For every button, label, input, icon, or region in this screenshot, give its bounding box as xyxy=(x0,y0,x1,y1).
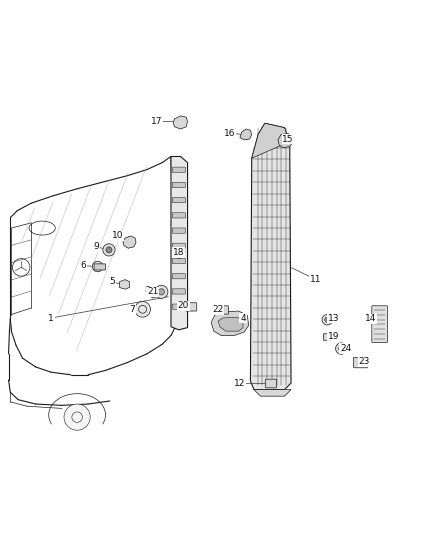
Polygon shape xyxy=(174,248,185,259)
FancyBboxPatch shape xyxy=(172,198,185,203)
Polygon shape xyxy=(251,123,291,390)
Text: 6: 6 xyxy=(81,261,87,270)
Text: 1: 1 xyxy=(48,313,54,322)
Text: 7: 7 xyxy=(130,305,135,314)
Polygon shape xyxy=(171,157,187,330)
FancyBboxPatch shape xyxy=(323,334,332,340)
Circle shape xyxy=(158,289,164,295)
Text: 8: 8 xyxy=(144,286,150,295)
FancyBboxPatch shape xyxy=(185,303,197,311)
Text: 10: 10 xyxy=(112,231,124,240)
Circle shape xyxy=(64,404,90,430)
FancyBboxPatch shape xyxy=(172,289,185,294)
Polygon shape xyxy=(211,311,249,335)
FancyBboxPatch shape xyxy=(172,243,185,248)
Text: 15: 15 xyxy=(282,134,294,143)
Text: 9: 9 xyxy=(94,243,99,252)
Text: 5: 5 xyxy=(109,277,115,286)
Text: 4: 4 xyxy=(240,313,246,322)
FancyBboxPatch shape xyxy=(172,228,185,233)
Circle shape xyxy=(135,302,150,317)
Polygon shape xyxy=(252,123,290,158)
FancyBboxPatch shape xyxy=(265,379,277,388)
Text: 21: 21 xyxy=(147,287,158,296)
Text: 11: 11 xyxy=(310,275,321,284)
Circle shape xyxy=(322,314,332,325)
Polygon shape xyxy=(173,116,187,129)
Polygon shape xyxy=(148,288,160,298)
Circle shape xyxy=(103,244,115,256)
Circle shape xyxy=(155,285,168,298)
FancyBboxPatch shape xyxy=(172,273,185,279)
Polygon shape xyxy=(123,236,136,248)
Text: 20: 20 xyxy=(177,301,189,310)
Text: 14: 14 xyxy=(365,314,377,324)
Text: 12: 12 xyxy=(234,379,246,388)
Circle shape xyxy=(325,317,330,322)
FancyBboxPatch shape xyxy=(172,167,185,172)
FancyBboxPatch shape xyxy=(172,259,185,264)
Text: 23: 23 xyxy=(358,357,370,366)
Text: 18: 18 xyxy=(173,248,184,257)
Polygon shape xyxy=(278,133,293,148)
Circle shape xyxy=(336,343,347,354)
Text: 24: 24 xyxy=(340,344,351,353)
Circle shape xyxy=(92,261,103,272)
FancyBboxPatch shape xyxy=(218,306,229,314)
FancyBboxPatch shape xyxy=(172,304,185,309)
Circle shape xyxy=(106,247,112,253)
Text: 13: 13 xyxy=(328,313,339,322)
FancyBboxPatch shape xyxy=(172,182,185,188)
Polygon shape xyxy=(240,129,252,140)
Polygon shape xyxy=(218,317,243,331)
Text: 19: 19 xyxy=(328,332,339,341)
Text: 22: 22 xyxy=(212,305,224,314)
Text: 16: 16 xyxy=(224,129,236,138)
FancyBboxPatch shape xyxy=(372,306,388,343)
Polygon shape xyxy=(120,280,130,289)
FancyBboxPatch shape xyxy=(172,213,185,218)
Polygon shape xyxy=(254,390,291,396)
Text: 17: 17 xyxy=(151,117,163,126)
FancyBboxPatch shape xyxy=(353,357,367,368)
FancyBboxPatch shape xyxy=(94,264,106,270)
